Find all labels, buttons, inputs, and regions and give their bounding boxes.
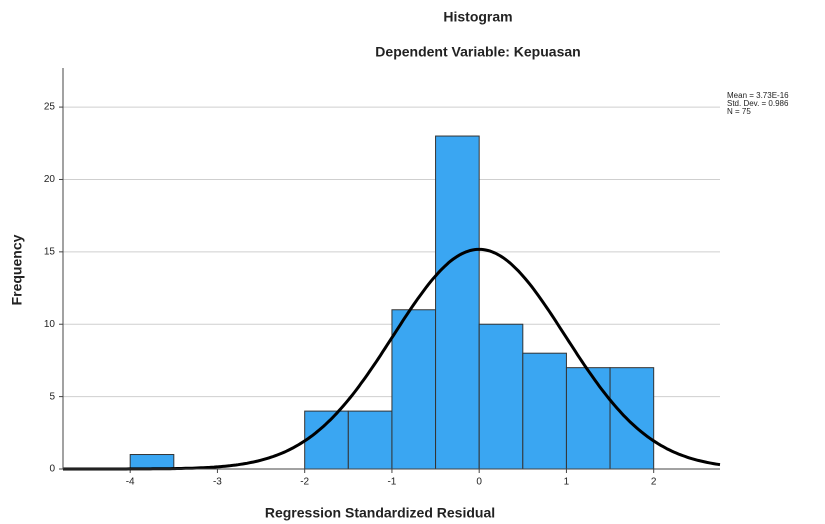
y-tick-label: 15 [44,246,56,257]
x-tick-label: 2 [651,477,657,488]
y-axis-label: Frequency [9,234,25,305]
bar [391,309,437,470]
x-tick-label: 1 [564,477,570,488]
bar [478,323,524,470]
bar [129,454,175,470]
stat-label: Mean = 3.73E-16 [727,91,789,100]
x-tick-label: -4 [126,477,135,488]
y-tick-label: 0 [49,464,55,475]
y-tick-label: 10 [44,319,56,330]
bar [347,410,393,470]
x-tick-label: -2 [300,477,309,488]
x-tick-label: -1 [387,477,396,488]
x-tick-label: 0 [476,477,482,488]
bar [609,367,655,470]
bar [435,135,480,470]
y-tick-label: 20 [44,174,56,185]
chart-title: Histogram [443,9,512,25]
x-axis-label: Regression Standardized Residual [265,505,495,521]
y-tick-label: 25 [44,102,56,113]
stat-label: Std. Dev. = 0.986 [727,99,789,108]
y-tick-label: 5 [49,391,55,402]
x-tick-label: -3 [213,477,222,488]
bar [304,410,349,470]
bar [565,367,611,470]
bar [522,352,567,470]
chart-subtitle: Dependent Variable: Kepuasan [375,44,580,60]
stat-label: N = 75 [727,107,751,116]
